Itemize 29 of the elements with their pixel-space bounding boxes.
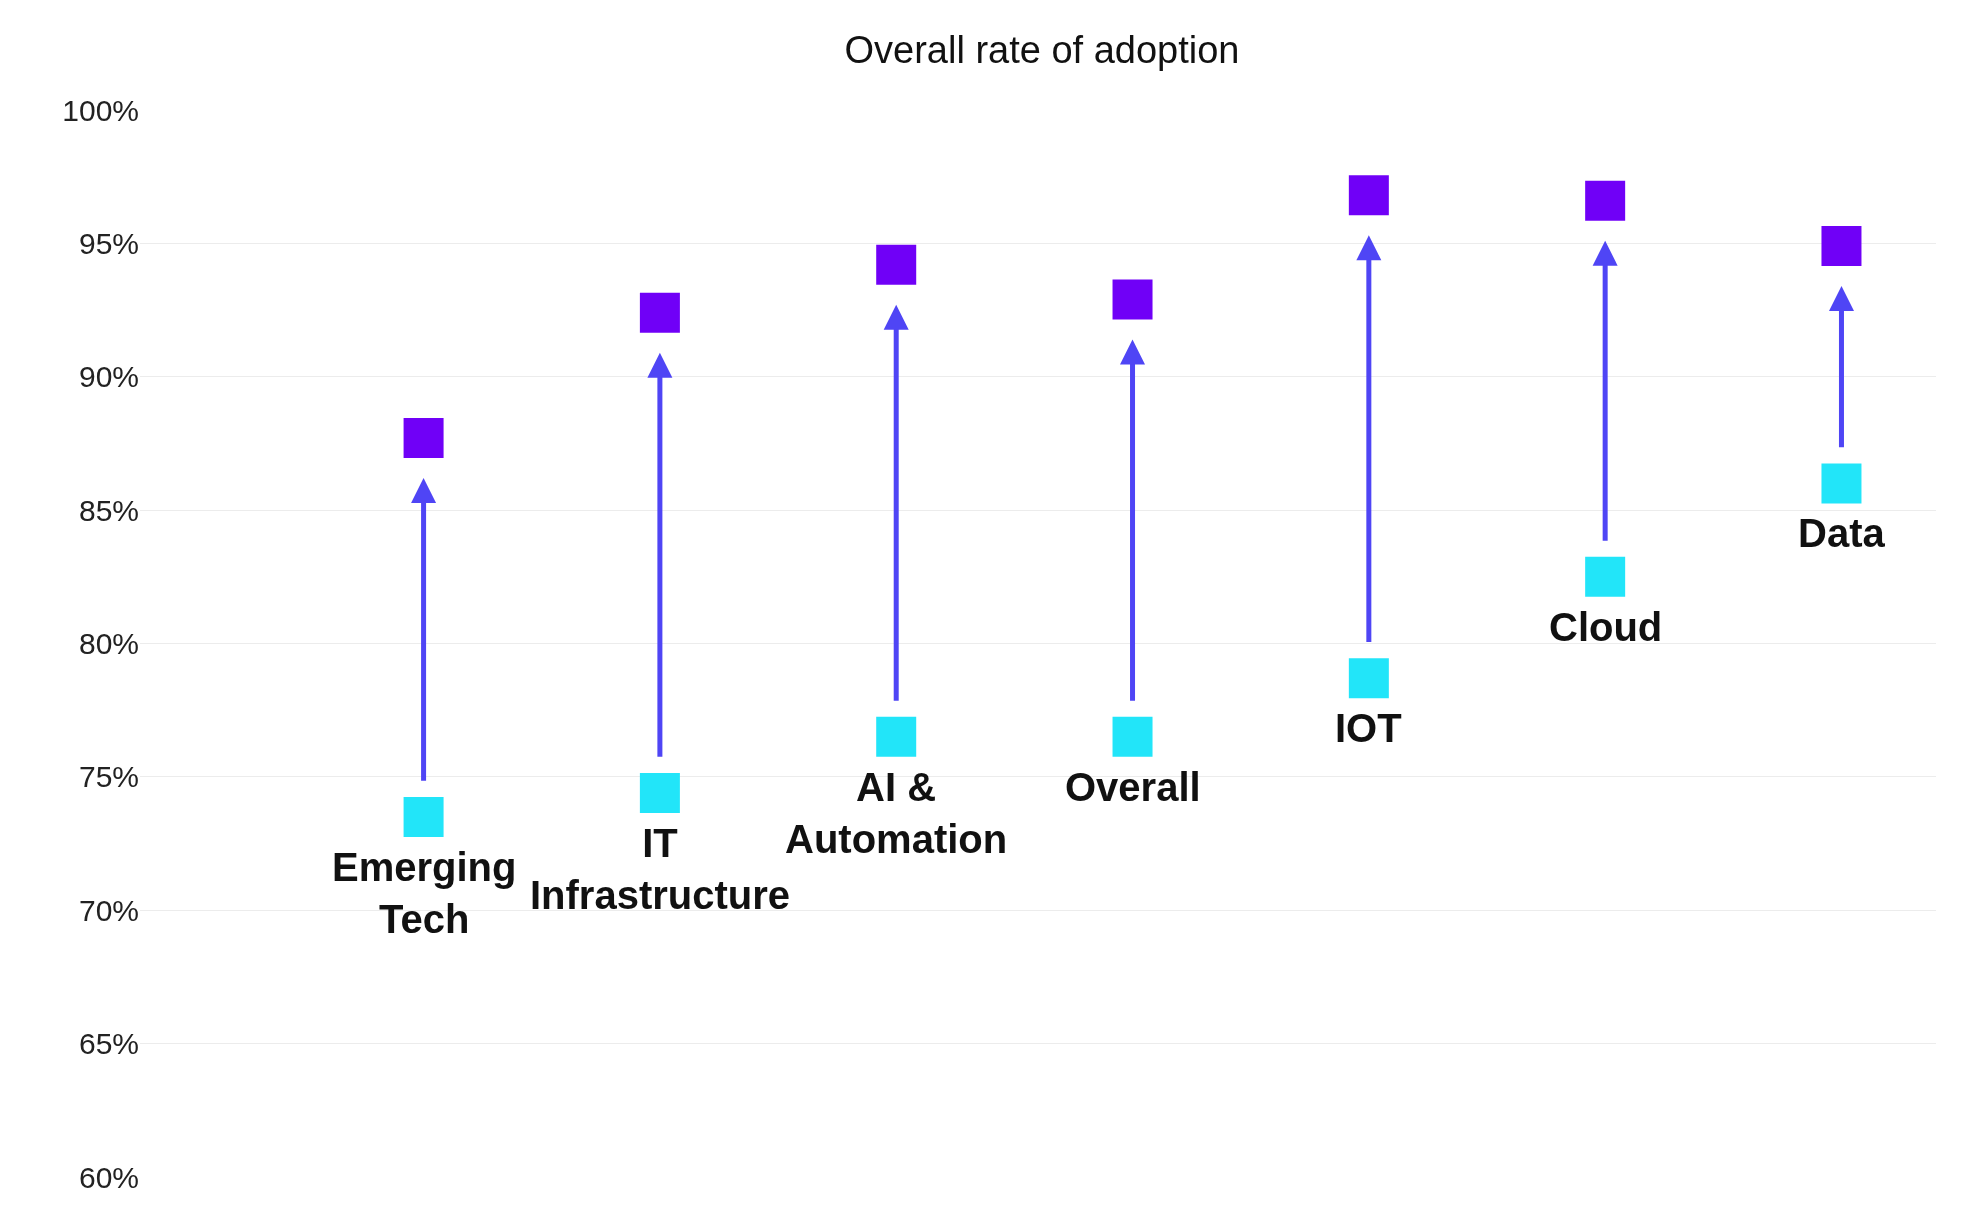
x-tick-label: Data — [1798, 511, 1886, 555]
x-tick-label: Cloud — [1549, 605, 1663, 649]
y-tick-label: 85% — [78, 493, 139, 527]
y-tick-label: 100% — [62, 93, 139, 127]
y-tick-label: 75% — [78, 760, 139, 794]
y-tick-label: 95% — [78, 226, 139, 260]
y-tick-label: 65% — [78, 1027, 139, 1061]
point — [403, 796, 444, 837]
x-tick-label: IOT — [1335, 706, 1402, 750]
point — [639, 292, 680, 333]
point — [1585, 556, 1626, 597]
point — [1112, 716, 1153, 757]
point — [403, 418, 444, 459]
y-tick-label: 90% — [78, 360, 139, 394]
point — [876, 244, 917, 285]
y-tick-label: 70% — [78, 893, 139, 927]
y-tick-label: 80% — [78, 627, 139, 660]
point — [639, 772, 680, 813]
point — [1112, 279, 1153, 320]
point — [1585, 180, 1626, 221]
point — [1348, 658, 1389, 699]
x-tick-label: Emerging Tech — [332, 845, 517, 941]
point — [1348, 175, 1389, 216]
point — [1821, 463, 1862, 504]
point — [876, 716, 917, 757]
y-tick-label: 60% — [78, 1160, 139, 1194]
point — [1821, 226, 1862, 267]
x-tick-label: Overall — [1065, 765, 1201, 809]
chart-title: Overall rate of adoption — [844, 28, 1240, 71]
